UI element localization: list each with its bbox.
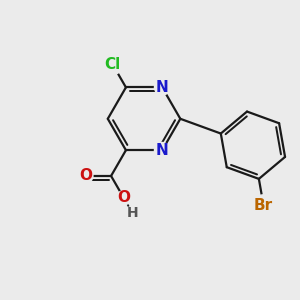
Text: N: N	[156, 143, 169, 158]
Circle shape	[126, 206, 139, 219]
Circle shape	[154, 142, 170, 158]
Text: O: O	[79, 168, 92, 183]
Text: N: N	[156, 80, 169, 95]
Circle shape	[117, 191, 131, 205]
Text: Br: Br	[254, 198, 273, 213]
Text: Cl: Cl	[105, 57, 121, 72]
Circle shape	[253, 195, 274, 216]
Text: O: O	[117, 190, 130, 205]
Text: H: H	[127, 206, 138, 220]
Circle shape	[79, 169, 93, 183]
Circle shape	[154, 80, 170, 95]
Circle shape	[103, 55, 123, 74]
